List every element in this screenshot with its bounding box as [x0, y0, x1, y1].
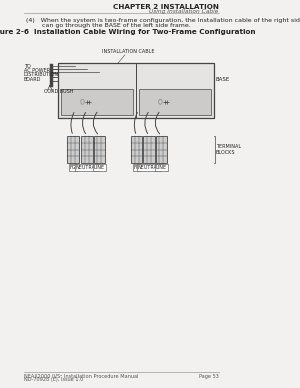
- Text: can go through the BASE of the left side frame.: can go through the BASE of the left side…: [26, 23, 191, 28]
- Text: AC POWER: AC POWER: [24, 68, 50, 73]
- Text: NEUTRAL: NEUTRAL: [76, 165, 98, 170]
- Text: INSTALLATION CABLE: INSTALLATION CABLE: [102, 49, 154, 54]
- Bar: [156, 136, 167, 163]
- Text: TO: TO: [24, 64, 30, 69]
- Text: TERMINAL
BLOCKS: TERMINAL BLOCKS: [216, 144, 241, 155]
- Bar: [81, 136, 93, 163]
- Text: FG: FG: [70, 165, 76, 170]
- Text: FG: FG: [134, 165, 140, 170]
- Bar: [139, 88, 211, 115]
- Text: Page 53: Page 53: [199, 374, 219, 379]
- Text: CORD BUSH: CORD BUSH: [44, 89, 74, 94]
- Text: Figure 2-6  Installation Cable Wiring for Two-Frame Configuration: Figure 2-6 Installation Cable Wiring for…: [0, 29, 256, 35]
- Text: (4)   When the system is two-frame configuration, the Installation cable of the : (4) When the system is two-frame configu…: [26, 18, 300, 23]
- Bar: [131, 136, 142, 163]
- Text: NEUTRAL: NEUTRAL: [138, 165, 160, 170]
- Bar: [143, 136, 155, 163]
- Text: LINE: LINE: [94, 165, 105, 170]
- Bar: [58, 63, 214, 118]
- Text: BOARD: BOARD: [24, 77, 41, 82]
- Text: NEAX2000 IVS² Installation Procedure Manual: NEAX2000 IVS² Installation Procedure Man…: [24, 374, 138, 379]
- Bar: [61, 88, 133, 115]
- Text: BASE: BASE: [216, 77, 230, 82]
- Text: LINE: LINE: [156, 165, 167, 170]
- Text: ND-70928 (E), Issue 1.0: ND-70928 (E), Issue 1.0: [24, 377, 83, 382]
- Bar: [67, 136, 79, 163]
- Text: DISTRIBUTION: DISTRIBUTION: [24, 73, 59, 78]
- Text: CHAPTER 2 INSTALLATION: CHAPTER 2 INSTALLATION: [113, 4, 219, 10]
- Text: Using Installation Cable: Using Installation Cable: [149, 9, 219, 14]
- Bar: [94, 136, 105, 163]
